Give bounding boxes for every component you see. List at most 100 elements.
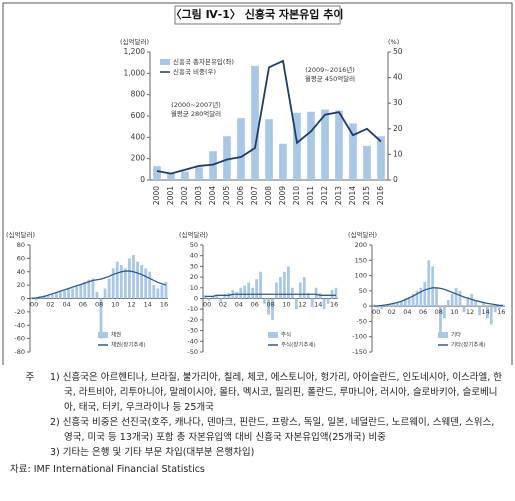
bar — [160, 285, 164, 299]
bar — [181, 171, 189, 180]
bar — [462, 306, 466, 313]
bar — [243, 285, 247, 299]
bar — [265, 119, 273, 180]
notes: 주 1) 신흥국은 아르헨티나, 브라질, 불가리아, 칠레, 체코, 에스토니… — [10, 370, 505, 477]
legend-label: 채권(장기추세) — [111, 341, 146, 349]
x-tick-label: 2010 — [292, 186, 301, 205]
x-tick-label: 16 — [160, 301, 168, 309]
bar — [376, 306, 380, 308]
y-tick-label: -40 — [14, 321, 25, 329]
bar — [263, 298, 266, 304]
bar — [454, 287, 458, 307]
x-tick-label: 16 — [330, 301, 338, 309]
bar — [497, 306, 501, 310]
x-tick-label: 2000 — [152, 186, 161, 205]
bar — [209, 151, 217, 180]
bar — [247, 282, 251, 299]
x-tick-label: 12 — [298, 301, 306, 309]
bar — [279, 277, 282, 299]
y-tick-label: 400 — [131, 132, 146, 141]
bar — [215, 295, 219, 299]
annotation: (2000~2007년) — [171, 100, 221, 109]
bar — [195, 167, 203, 180]
legend-swatch — [438, 332, 448, 338]
bar — [302, 277, 306, 299]
bar — [223, 294, 227, 299]
bar — [307, 111, 315, 180]
bar — [435, 287, 438, 307]
bar — [392, 303, 395, 307]
bar — [235, 292, 239, 299]
bar — [259, 271, 262, 299]
x-tick-label: 02 — [388, 308, 396, 316]
bar — [279, 143, 287, 180]
bar — [399, 301, 403, 307]
bar — [275, 282, 278, 299]
note-label: 주 — [25, 372, 35, 383]
bar — [334, 287, 338, 299]
x-tick-label: 2005 — [222, 186, 231, 205]
y-unit: (십억달러) — [120, 37, 149, 46]
bar — [478, 306, 481, 316]
bar — [335, 110, 343, 180]
bar — [427, 260, 431, 307]
y-tick-label: -30 — [187, 327, 198, 335]
bar — [396, 303, 399, 307]
y-tick-label: -100 — [352, 333, 367, 341]
y-tick-label: -20 — [14, 308, 25, 316]
bar — [87, 279, 91, 299]
bar — [59, 291, 62, 299]
y-tick-label: 20 — [190, 273, 198, 281]
bar — [111, 268, 115, 299]
y-tick-label: 1,200 — [124, 47, 146, 56]
bar — [71, 288, 75, 299]
bar — [380, 306, 384, 310]
bar — [349, 123, 357, 180]
bar — [211, 296, 215, 299]
y-tick-label: -50 — [187, 348, 198, 356]
bar — [290, 287, 294, 299]
bar — [493, 306, 497, 313]
bar — [255, 279, 258, 299]
x-tick-label: 2004 — [208, 186, 217, 205]
y-tick-label: 600 — [131, 111, 146, 120]
bar — [446, 300, 450, 307]
x-tick-label: 14 — [482, 308, 490, 316]
bar — [271, 298, 274, 320]
y2-tick-label: 10 — [393, 149, 403, 158]
x-tick-label: 00 — [30, 301, 38, 309]
y-tick-label: -20 — [187, 316, 198, 324]
bar — [403, 298, 407, 307]
x-tick-label: 2006 — [236, 186, 245, 205]
bar — [136, 261, 139, 299]
line — [31, 270, 167, 300]
bar — [63, 290, 66, 299]
x-tick-label: 04 — [403, 308, 411, 316]
bar — [140, 265, 144, 299]
y-tick-label: 80 — [17, 241, 25, 249]
x-tick-label: 2001 — [166, 186, 175, 205]
bar — [156, 288, 160, 299]
bar — [267, 298, 270, 315]
y-tick-label: 50 — [190, 241, 198, 249]
bar — [330, 289, 334, 299]
y-tick-label: 0 — [363, 302, 367, 310]
x-tick-label: 2013 — [334, 186, 343, 205]
bar — [132, 255, 135, 299]
bar — [322, 298, 326, 310]
y2-tick-label: 40 — [393, 73, 403, 82]
bar — [95, 291, 99, 299]
y2-tick-label: 0 — [393, 175, 398, 184]
y-tick-label: 40 — [190, 252, 198, 260]
bar — [207, 298, 211, 301]
y-tick-label: 30 — [190, 262, 198, 270]
y-tick-label: 0 — [194, 295, 198, 303]
x-tick-label: 12 — [466, 308, 474, 316]
y-tick-label: -50 — [356, 317, 367, 325]
title-box — [174, 5, 341, 25]
bar — [474, 300, 478, 307]
legend-swatch — [160, 59, 170, 65]
y-unit: (십억달러) — [179, 230, 208, 239]
y-tick-label: 800 — [131, 90, 146, 99]
